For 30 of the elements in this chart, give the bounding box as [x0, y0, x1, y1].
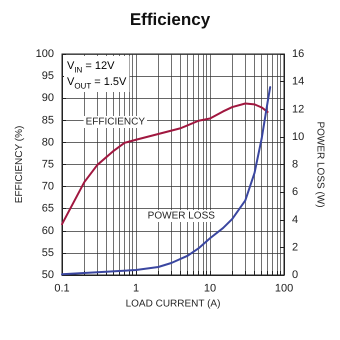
x-tick-label: 100 [274, 282, 294, 294]
y-tick-label: 85 [42, 114, 54, 126]
y2-tick-label: 12 [292, 103, 304, 116]
y-tick-label: 65 [42, 202, 54, 215]
x-tick-label: 10 [204, 282, 216, 294]
x-tick-label: 0.1 [54, 282, 70, 294]
y2-tick-label: 2 [292, 241, 298, 254]
y2-tick-label: 4 [292, 214, 298, 226]
y2-tick-label: 8 [292, 158, 298, 170]
y2-tick-label: 6 [292, 186, 298, 198]
y-tick-label: 95 [42, 70, 54, 82]
series-label: POWER LOSS [148, 210, 216, 222]
y-tick-label: 60 [42, 224, 54, 237]
series-label: EFFICIENCY [86, 116, 146, 128]
x-tick-label: 1 [132, 282, 140, 294]
y-tick-label: 50 [42, 269, 54, 281]
y2-tick-label: 16 [292, 48, 304, 60]
x-axis-title: LOAD CURRENT (A) [126, 298, 220, 310]
y2-tick-label: 14 [292, 76, 304, 88]
y-tick-label: 100 [36, 48, 54, 60]
y-tick-label: 90 [42, 92, 54, 104]
y-tick-label: 75 [42, 158, 54, 170]
y-axis-title: EFFICIENCY (%) [14, 126, 26, 204]
y-tick-label: 55 [42, 246, 54, 259]
y2-axis-title: POWER LOSS (W) [314, 121, 326, 208]
y2-tick-label: 10 [292, 130, 304, 143]
y-tick-label: 70 [42, 180, 54, 193]
chart-title: Efficiency [130, 10, 211, 29]
y2-tick-label: 0 [292, 269, 298, 281]
y-tick-label: 80 [42, 136, 54, 148]
